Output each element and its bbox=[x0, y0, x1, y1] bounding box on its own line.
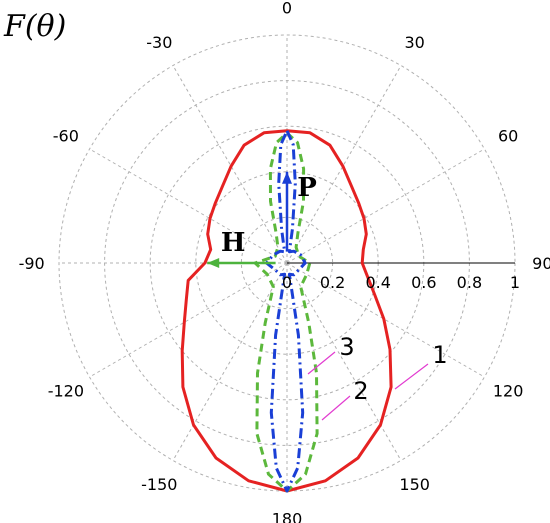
theta-tick-label: 90 bbox=[532, 254, 550, 273]
theta-tick-label: 30 bbox=[405, 33, 425, 52]
theta-tick-label: 0 bbox=[282, 0, 292, 18]
grid-spoke bbox=[286, 262, 485, 378]
r-tick-label: 0.4 bbox=[365, 273, 390, 292]
callout-line-2 bbox=[321, 395, 351, 421]
theta-tick-label: 60 bbox=[498, 126, 518, 145]
series-3-line bbox=[265, 129, 307, 493]
r-tick-label: 0 bbox=[282, 273, 292, 292]
theta-tick-label: -90 bbox=[19, 254, 45, 273]
theta-tick-label: 120 bbox=[493, 382, 524, 401]
grid-spoke bbox=[89, 262, 288, 378]
grid-spoke bbox=[286, 262, 402, 461]
tick-labels: 0 30 60 90 120 150 180 -150 -120 -90 -60 -30 0 0.2 0.4… bbox=[19, 0, 550, 523]
callout-line-1 bbox=[394, 363, 429, 390]
series-label-3: 3 bbox=[339, 333, 354, 361]
vector-H-label: H bbox=[221, 228, 246, 258]
grid-spoke bbox=[172, 65, 288, 264]
vector-H-arrowhead bbox=[207, 258, 220, 268]
r-tick-label: 0.2 bbox=[320, 273, 345, 292]
vector-P-label: P bbox=[297, 173, 317, 203]
r-tick-label: 0.6 bbox=[411, 273, 436, 292]
grid-spoke bbox=[89, 148, 288, 264]
r-tick-label: 0.8 bbox=[457, 273, 482, 292]
r-tick-label: 1 bbox=[510, 273, 520, 292]
vector-P-arrowhead bbox=[282, 171, 292, 184]
series-callouts: 3 2 1 bbox=[307, 333, 448, 421]
theta-tick-label: -30 bbox=[146, 33, 172, 52]
grid-spoke bbox=[286, 148, 485, 264]
grid-spoke bbox=[286, 65, 402, 264]
theta-tick-label: -120 bbox=[48, 382, 84, 401]
callout-line-3 bbox=[307, 351, 336, 375]
theta-tick-label: -60 bbox=[53, 126, 79, 145]
grid-spoke bbox=[172, 262, 288, 461]
chart-title: F(θ) bbox=[3, 9, 66, 44]
theta-tick-label: 180 bbox=[272, 509, 303, 523]
polar-series bbox=[180, 129, 393, 493]
theta-tick-label: -150 bbox=[141, 475, 177, 494]
series-label-1: 1 bbox=[432, 341, 447, 369]
field-vectors: HP bbox=[207, 171, 317, 268]
polar-grid bbox=[58, 34, 516, 492]
series-label-2: 2 bbox=[353, 377, 368, 405]
theta-tick-label: 150 bbox=[399, 475, 430, 494]
